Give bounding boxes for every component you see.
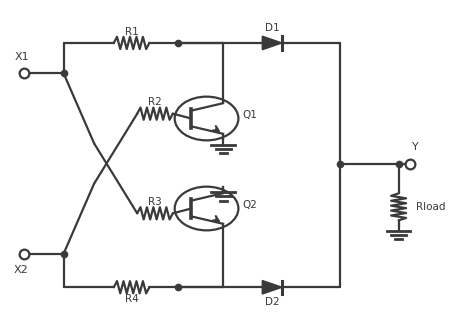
Text: X2: X2 [14,265,29,275]
Text: Q1: Q1 [242,110,257,120]
Polygon shape [262,36,282,50]
Text: D1: D1 [265,24,280,33]
Text: Rload: Rload [417,202,446,212]
Text: R3: R3 [148,197,162,207]
Text: R4: R4 [125,294,138,303]
Polygon shape [262,281,282,294]
Text: Q2: Q2 [242,200,257,210]
Text: X1: X1 [14,52,29,62]
Text: D2: D2 [265,297,280,307]
Text: R2: R2 [148,97,162,108]
Text: R1: R1 [125,27,138,37]
Text: Y: Y [411,142,419,152]
